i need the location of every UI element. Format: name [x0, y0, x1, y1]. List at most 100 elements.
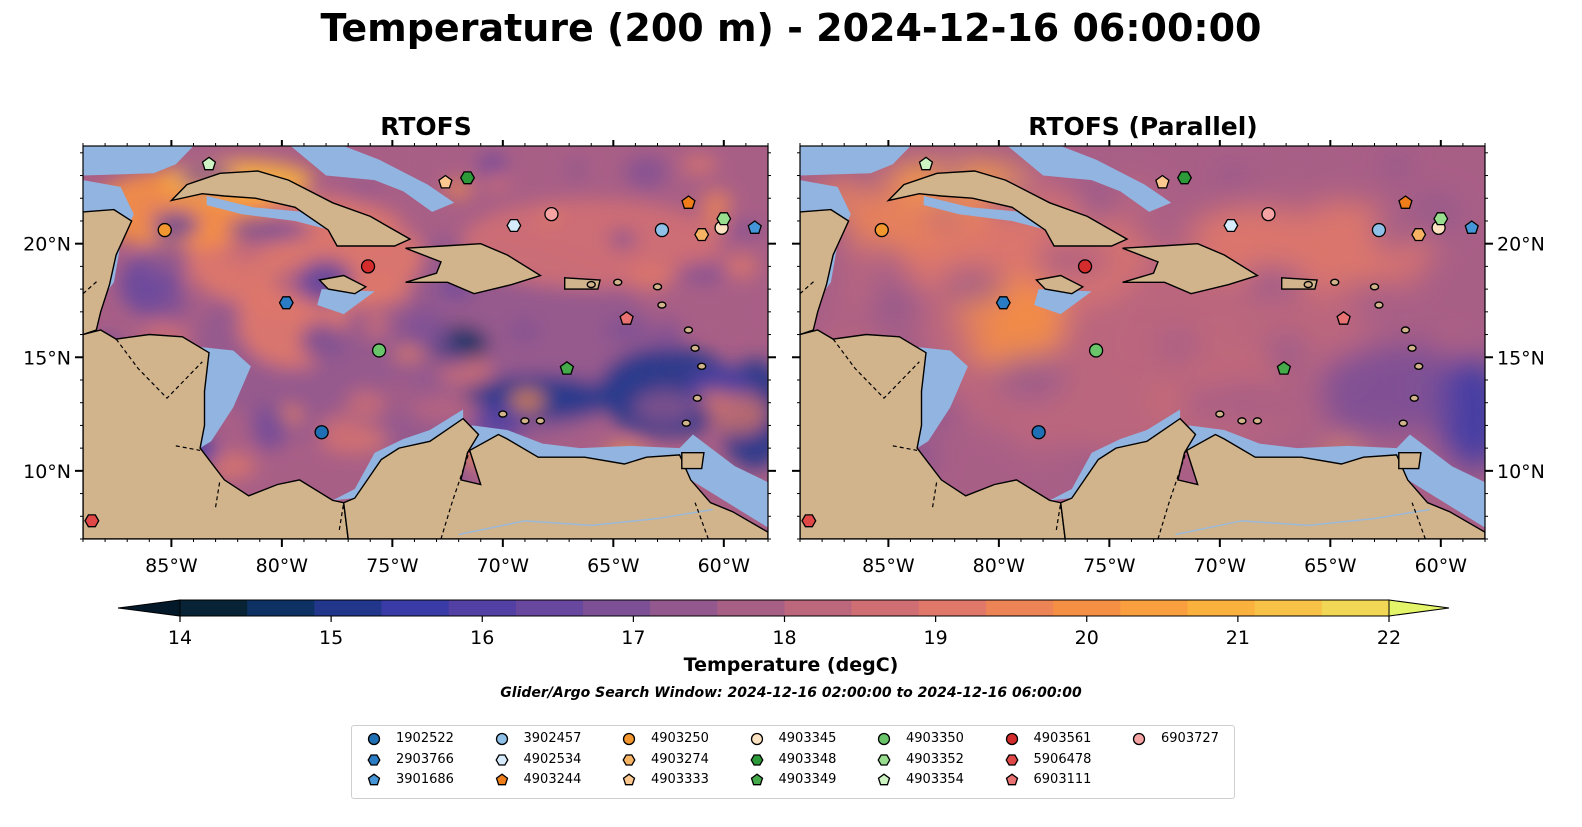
panel-title-rtofs: RTOFS — [380, 112, 472, 141]
platform-marker — [559, 360, 575, 375]
platform-marker — [874, 222, 889, 238]
colorbar-bin — [1053, 600, 1121, 616]
legend-marker — [1005, 773, 1018, 786]
legend-marker — [750, 732, 763, 746]
platform-marker — [1336, 310, 1351, 325]
lon-tick-label: 70°W — [1194, 555, 1247, 577]
pentagon-marker-icon — [1005, 773, 1018, 786]
circle-marker-icon — [750, 732, 763, 746]
colorbar-bin — [448, 600, 517, 616]
legend-marker — [1004, 753, 1019, 766]
hexagon-marker-icon — [494, 753, 509, 766]
colorbar-bin — [247, 600, 315, 616]
legend-label: 4903274 — [651, 751, 709, 767]
platform-marker — [995, 296, 1011, 310]
legend-marker — [367, 753, 381, 766]
lat-tick-label: 10°N — [23, 461, 71, 483]
legend-label: 4902534 — [523, 751, 582, 767]
pentagon-marker-icon — [367, 773, 381, 786]
platform-marker — [619, 310, 634, 325]
legend-marker — [622, 732, 636, 746]
colorbar-bin — [515, 600, 584, 616]
platform-marker — [1371, 222, 1387, 238]
legend-label: 4903350 — [906, 731, 964, 746]
legend-marker — [367, 773, 381, 786]
colorbar-tick-label: 21 — [1226, 627, 1250, 649]
figure-title: Temperature (200 m) - 2024-12-16 06:00:0… — [320, 6, 1262, 50]
geography — [83, 146, 768, 539]
platform-marker — [681, 195, 696, 209]
legend-label: 4903354 — [906, 772, 964, 787]
platform-marker — [1276, 360, 1292, 375]
lon-tick-label: 60°W — [698, 555, 751, 577]
colorbar-tick-label: 22 — [1377, 627, 1401, 649]
colorbar-bin — [717, 600, 786, 616]
colorbar-bin — [381, 600, 450, 616]
colorbar: 14 15 16 17 18 19 20 21 22 — [117, 599, 1450, 649]
lat-tick-label: 15°N — [23, 347, 71, 369]
platform-marker — [1223, 218, 1239, 233]
legend-marker — [877, 732, 891, 746]
colorbar-bin — [314, 600, 383, 616]
platform-legend: 1902522 2903766 3901686 3902457 4902534 49032… — [351, 725, 1235, 799]
lon-tick-label: 85°W — [862, 555, 915, 577]
platform-marker — [1398, 195, 1413, 209]
colorbar-label: Temperature (degC) — [683, 654, 899, 676]
platform-marker — [360, 259, 376, 274]
legend-label: 4903352 — [906, 751, 964, 767]
platform-marker — [1261, 207, 1276, 222]
colorbar-bin — [1254, 600, 1323, 616]
legend-marker — [494, 753, 509, 766]
platform-marker — [157, 222, 172, 238]
hexagon-marker-icon — [877, 753, 891, 766]
lon-tick-label: 65°W — [1304, 555, 1357, 577]
map-panels: 85°W 80°W 75°W 70°W 65°W 60°W10°N15°N20°N85°W… — [23, 140, 1545, 577]
platform-marker — [1031, 425, 1046, 440]
colorbar-bin — [583, 600, 651, 616]
platform-marker — [544, 207, 559, 222]
legend-label: 6903111 — [1033, 772, 1092, 787]
pentagon-marker-icon — [495, 773, 508, 786]
platform-marker — [747, 220, 762, 234]
pentagon-marker-icon — [622, 773, 636, 786]
circle-marker-icon — [877, 732, 891, 746]
legend-marker — [495, 732, 508, 746]
platform-marker — [201, 156, 217, 171]
circle-marker-icon — [1132, 732, 1146, 746]
circle-marker-icon — [622, 732, 636, 746]
lon-tick-label: 75°W — [366, 555, 419, 577]
lat-tick-label: 10°N — [1497, 461, 1545, 483]
colorbar-over-arrow — [1388, 599, 1450, 617]
legend-label: 6903727 — [1161, 731, 1219, 746]
circle-marker-icon — [367, 732, 381, 746]
platform-marker — [918, 156, 934, 171]
colorbar-bin — [851, 600, 920, 616]
hexagon-marker-icon — [367, 753, 381, 766]
search-window-caption: Glider/Argo Search Window: 2024-12-16 02… — [500, 685, 1082, 701]
map-panel-rtofs: 85°W 80°W 75°W 70°W 65°W 60°W 10°N 15°N 20°N — [23, 140, 776, 577]
lon-tick-label: 65°W — [587, 555, 640, 577]
platform-marker — [1464, 220, 1479, 234]
lat-tick-label: 20°N — [1497, 234, 1545, 256]
legend-label: 3902457 — [523, 731, 582, 746]
colorbar-tick-label: 17 — [621, 627, 645, 649]
platform-marker — [459, 171, 476, 185]
platform-marker — [438, 174, 453, 189]
platform-marker — [314, 425, 329, 440]
map-frame — [799, 145, 1486, 540]
legend-label: 4903349 — [778, 772, 837, 787]
colorbar-tick-label: 14 — [168, 627, 192, 649]
colorbar-bin — [1187, 600, 1256, 616]
lat-tick-label: 20°N — [23, 234, 71, 256]
lat-tick-label: 15°N — [1497, 347, 1545, 369]
platform-marker — [506, 218, 522, 233]
platform-marker — [716, 212, 732, 226]
legend-marker — [622, 753, 636, 766]
colorbar-bin — [784, 600, 853, 616]
platform-marker — [1088, 343, 1104, 358]
legend-marker — [1005, 732, 1018, 746]
platform-marker — [1176, 171, 1193, 185]
legend-label: 4903345 — [778, 731, 837, 746]
legend-label: 1902522 — [396, 731, 454, 746]
colorbar-tick-label: 19 — [924, 627, 948, 649]
